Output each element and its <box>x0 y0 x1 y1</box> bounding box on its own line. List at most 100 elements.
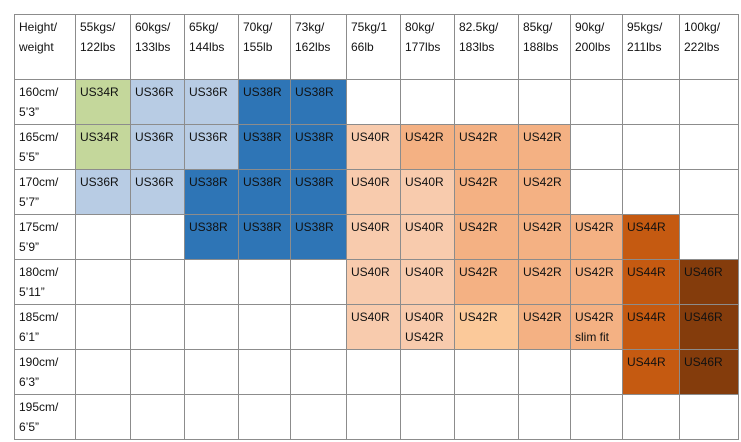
table-cell: US42R <box>570 214 623 260</box>
cell-text: US34R <box>80 130 119 144</box>
table-cell <box>518 79 571 125</box>
table-cell: 100kg/222lbs <box>679 14 739 80</box>
table-cell <box>238 349 291 395</box>
cell-text: 5’11” <box>19 285 45 299</box>
table-cell <box>400 79 455 125</box>
cell-text: US38R <box>243 220 282 234</box>
table-cell <box>518 394 571 440</box>
cell-text: US44R <box>627 355 666 369</box>
cell-text: 177lbs <box>405 40 441 54</box>
cell-text: 5’9” <box>19 240 40 254</box>
cell-text: 180cm/ <box>19 265 59 279</box>
cell-text: 200lbs <box>575 40 611 54</box>
table-cell: 160cm/5’3” <box>14 79 76 125</box>
table-cell: 185cm/6’1” <box>14 304 76 350</box>
table-cell: US42R <box>454 169 519 215</box>
table-cell: 80kg/177lbs <box>400 14 455 80</box>
table-cell: US40R <box>346 214 401 260</box>
cell-text: US38R <box>189 175 228 189</box>
cell-text: US42R <box>459 175 498 189</box>
table-cell: 170cm/5’7” <box>14 169 76 215</box>
cell-text: US40R <box>405 175 444 189</box>
header-row: Height/weight 55kgs/122lbs 60kgs/133lbs 65k… <box>14 14 739 80</box>
table-cell: US40R <box>346 259 401 305</box>
table-cell: US40R <box>400 214 455 260</box>
cell-text: US40R <box>351 265 390 279</box>
table-row: 180cm/5’11” US40R US40R US42R US42R US42R US44… <box>14 259 739 305</box>
table-row: 165cm/5’5” US34R US36R US36R US38R US38R US40R… <box>14 124 739 170</box>
cell-text: US46R <box>684 355 723 369</box>
cell-text: US42R <box>459 220 498 234</box>
table-cell <box>679 124 739 170</box>
cell-text: US38R <box>189 220 228 234</box>
cell-text: 185cm/ <box>19 310 59 324</box>
table-cell <box>75 349 131 395</box>
table-cell: US36R <box>130 124 185 170</box>
table-cell: US42R <box>518 124 571 170</box>
table-cell: 73kg/162lbs <box>290 14 347 80</box>
table-row: 185cm/6’1” US40R US40R US42R US42R US42R US42R… <box>14 304 739 350</box>
cell-text: 170cm/ <box>19 175 59 189</box>
table-row: 195cm/6’5” <box>14 394 739 440</box>
table-cell: US36R <box>184 124 239 170</box>
table-cell: US46R <box>679 259 739 305</box>
table-cell <box>622 124 680 170</box>
cell-text: US42R <box>575 220 614 234</box>
table-cell: US34R <box>75 79 131 125</box>
table-cell: US36R <box>184 79 239 125</box>
table-row: 190cm/6’3” US44R US46R <box>14 349 739 395</box>
table-cell: US38R <box>290 124 347 170</box>
cell-text: US42R <box>523 130 562 144</box>
cell-text: US40R <box>351 310 390 324</box>
cell-text: 6’3” <box>19 375 40 389</box>
cell-text: weight <box>19 40 54 54</box>
table-cell: US40R <box>346 124 401 170</box>
cell-text: 5’5” <box>19 150 40 164</box>
table-cell <box>130 304 185 350</box>
table-cell: 195cm/6’5” <box>14 394 76 440</box>
cell-text: 155lb <box>243 40 273 54</box>
table-cell <box>679 214 739 260</box>
table-cell <box>622 79 680 125</box>
cell-text: 95kgs/ <box>627 20 663 34</box>
table-cell <box>346 79 401 125</box>
table-cell <box>622 394 680 440</box>
table-cell <box>290 349 347 395</box>
cell-text: 6’5” <box>19 420 40 434</box>
cell-text: US38R <box>243 130 282 144</box>
cell-text: US44R <box>627 220 666 234</box>
table-cell: US44R <box>622 214 680 260</box>
cell-text: 211lbs <box>627 40 662 54</box>
table-cell: US42R <box>400 124 455 170</box>
table-cell: US44R <box>622 259 680 305</box>
table-cell <box>238 259 291 305</box>
table-cell <box>622 169 680 215</box>
cell-text: 183lbs <box>459 40 495 54</box>
cell-text: US42R <box>523 310 562 324</box>
cell-text: US40R <box>351 220 390 234</box>
table-cell: US38R <box>290 79 347 125</box>
table-cell: US42R <box>518 259 571 305</box>
table-row: 175cm/5’9” US38R US38R US38R US40R US40R US42R… <box>14 214 739 260</box>
cell-text: Height/ <box>19 20 58 34</box>
table-cell: US42R <box>518 169 571 215</box>
cell-text: 133lbs <box>135 40 171 54</box>
table-cell <box>184 349 239 395</box>
cell-text: US38R <box>295 130 334 144</box>
table-cell: US42R <box>518 304 571 350</box>
table-cell <box>238 394 291 440</box>
table-cell: US36R <box>130 169 185 215</box>
cell-text: US42R <box>405 330 444 344</box>
table-cell: 60kgs/133lbs <box>130 14 185 80</box>
table-cell <box>570 79 623 125</box>
table-cell: Height/weight <box>14 14 76 80</box>
table-cell: 70kg/155lb <box>238 14 291 80</box>
cell-text: US38R <box>295 175 334 189</box>
cell-text: 100kg/ <box>684 20 721 34</box>
table-cell <box>518 349 571 395</box>
cell-text: US44R <box>627 265 666 279</box>
table-cell: US34R <box>75 124 131 170</box>
table-cell: US38R <box>290 169 347 215</box>
table-cell: US44R <box>622 349 680 395</box>
